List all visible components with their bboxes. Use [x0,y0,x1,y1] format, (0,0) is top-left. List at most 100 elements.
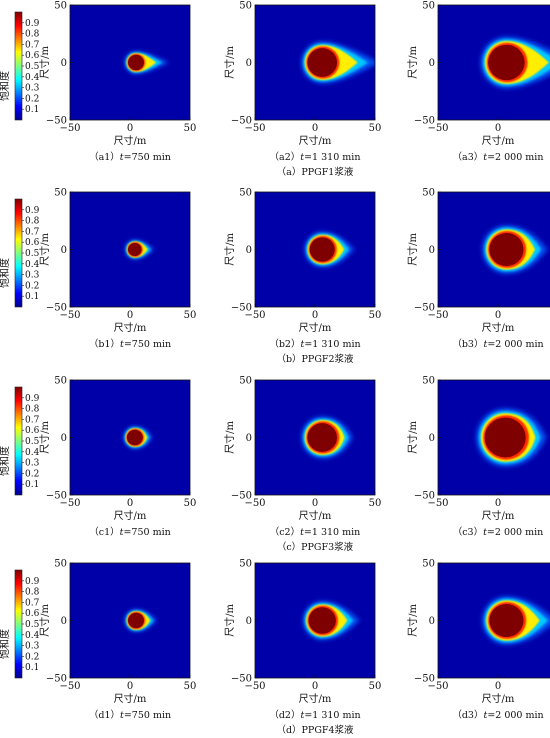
colorbar: 0.90.80.70.60.50.40.30.20.1 饱和度 [0,569,40,679]
x-tick-label: −50 [244,123,265,134]
x-tick-label: 0 [312,681,318,692]
colorbar-tick-label: 0.7 [25,415,40,425]
y-tick-label: 0 [61,433,67,444]
colorbar-gradient [14,386,23,496]
y-tick-label: −50 [46,116,67,127]
y-tick-label: −50 [46,491,67,502]
panel-caption: （d1）t=750 min [89,709,171,721]
x-axis-label: 尺寸/m [482,692,515,705]
y-tick-label: 0 [61,58,67,69]
y-axis-label: 尺寸/m [38,421,51,454]
x-axis-label: 尺寸/m [482,321,515,334]
colorbar-tick-label: 0.6 [25,426,40,436]
x-tick-label: −50 [244,498,265,509]
colorbar-tick-label: 0.8 [25,30,40,40]
y-tick-label: −50 [414,116,435,127]
colorbar-tick-label: 0.8 [25,217,40,227]
colorbar-tick-label: 0.4 [25,448,40,458]
y-axis-label: 尺寸/m [38,604,51,637]
y-tick-label: 50 [239,1,252,12]
y-tick-label: 0 [429,616,435,627]
colorbar-tick-label: 0.9 [25,206,40,216]
colorbar-label: 饱和度 [0,629,11,659]
y-tick-label: 0 [429,245,435,256]
x-tick-label: 0 [127,123,133,134]
colorbar-tick-label: 0.9 [25,19,40,29]
plume-core [128,54,144,71]
plume-core [484,417,526,458]
colorbar-tick-label: 0.1 [25,663,39,673]
panel-caption-time: =2 000 min [487,339,543,350]
plume-core [488,44,525,81]
panel-caption-var: t [483,527,487,538]
x-axis-label: 尺寸/m [114,134,147,147]
x-tick-label: 50 [184,123,197,134]
x-tick-label: 0 [312,123,318,134]
colorbar-tick-label: 0.7 [25,598,40,608]
x-tick-label: −50 [244,681,265,692]
plume-core [307,48,338,77]
colorbar-gradient [14,11,23,121]
y-axis-label: 尺寸/m [223,46,236,79]
y-tick-label: 50 [54,376,67,387]
panel-caption-label: （d2） [269,709,300,721]
colorbar-tick-label: 0.2 [25,652,39,662]
panel-caption: （b2）t=1 310 min [269,338,360,350]
y-tick-label: 0 [246,616,252,627]
panel-caption-time: =2 000 min [487,527,543,538]
colorbar-tick-label: 0.5 [25,437,40,447]
x-tick-label: 0 [127,310,133,321]
panel-caption-time: =1 310 min [304,527,360,538]
x-tick-label: 0 [495,123,501,134]
y-tick-label: 50 [239,188,252,199]
panel-caption: （d2）t=1 310 min [269,709,360,721]
colorbar: 0.90.80.70.60.50.40.30.20.1 饱和度 [0,11,40,121]
heatmap-panel: −50 0 50 50 0 −50 尺寸/m 尺寸/m （a2）t=1 310 min [223,1,381,164]
x-tick-label: 50 [184,498,197,509]
panel-caption-time: =750 min [124,710,171,721]
x-tick-label: −50 [59,498,80,509]
x-tick-label: 0 [127,498,133,509]
panel-caption-label: （a3） [453,151,484,163]
y-axis-label: 尺寸/m [223,421,236,454]
colorbar-tick-label: 0.5 [25,249,40,259]
y-axis-label: 尺寸/m [223,233,236,266]
panel-caption-var: t [120,527,124,538]
x-tick-label: 0 [495,310,501,321]
panel-caption-var: t [120,152,124,163]
panel-caption: （b1）t=750 min [89,338,171,350]
x-axis-label: 尺寸/m [482,509,515,522]
panel-caption-label: （b1） [89,338,120,350]
colorbar-tick-label: 0.3 [25,459,40,469]
saturation-plume [482,596,550,645]
x-tick-label: −50 [427,123,448,134]
colorbar-gradient [14,569,23,679]
y-tick-label: 0 [61,245,67,256]
panel-caption-var: t [120,710,124,721]
saturation-plume [124,51,169,74]
colorbar-label: 饱和度 [0,71,11,101]
y-tick-label: 0 [61,616,67,627]
y-tick-label: −50 [414,303,435,314]
panel-caption-var: t [483,339,487,350]
colorbar-tick-label: 0.4 [25,260,40,270]
colorbar-tick-label: 0.2 [25,281,39,291]
y-tick-label: 0 [429,433,435,444]
panel-caption-label: （c2） [270,526,300,538]
y-tick-label: 50 [54,1,67,12]
y-tick-label: 50 [422,1,435,12]
x-axis-label: 尺寸/m [299,321,332,334]
x-tick-label: 50 [184,310,197,321]
saturation-plume [476,408,547,467]
plume-core [126,429,143,446]
y-tick-label: 0 [246,245,252,256]
y-tick-label: −50 [231,674,252,685]
colorbar-tick-label: 0.6 [25,238,40,248]
panel-caption-var: t [483,710,487,721]
colorbar-tick-label: 0.1 [25,292,39,302]
colorbar-label: 饱和度 [0,258,11,288]
plume-core [308,607,336,634]
